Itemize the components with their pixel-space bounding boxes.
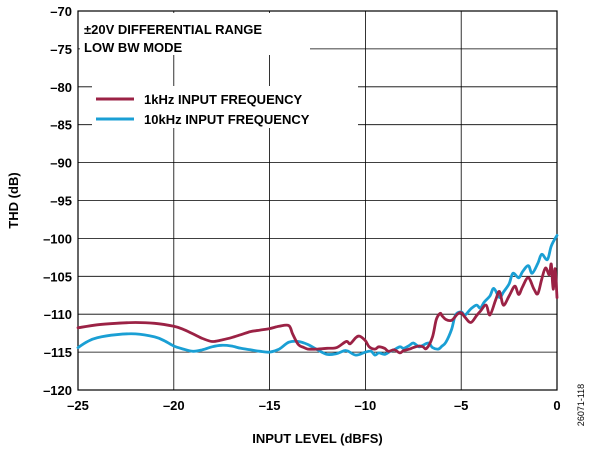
x-tick-label: 0: [553, 398, 560, 413]
y-tick-label: –70: [50, 4, 72, 19]
annotation-line-2: LOW BW MODE: [84, 40, 183, 55]
annotation-box: [80, 13, 310, 55]
x-tick-label: –20: [163, 398, 185, 413]
x-tick-label: –15: [259, 398, 281, 413]
figure-id: 26071-118: [576, 384, 586, 426]
plot-frame: [77, 10, 558, 391]
y-tick-label: –80: [50, 80, 72, 95]
series-line-10khz: [76, 234, 559, 357]
y-tick-label: –95: [50, 194, 72, 209]
y-axis-label: THD (dB): [6, 172, 21, 228]
y-tick-label: –110: [44, 307, 72, 322]
y-tick-label: –120: [43, 383, 72, 398]
y-tick-label: –85: [50, 118, 72, 133]
x-tick-label: –25: [67, 398, 89, 413]
grid-lines: [78, 11, 557, 390]
x-axis-label: INPUT LEVEL (dBFS): [252, 431, 382, 446]
y-tick-label: –75: [50, 42, 72, 57]
legend-label-10khz: 10kHz INPUT FREQUENCY: [144, 112, 310, 127]
y-tick-label: –115: [44, 345, 72, 360]
series-layer: [76, 234, 559, 357]
x-tick-label: –5: [454, 398, 468, 413]
series-line-1khz: [76, 262, 559, 355]
legend-label-1khz: 1kHz INPUT FREQUENCY: [144, 92, 303, 107]
y-tick-label: –90: [50, 156, 72, 171]
y-tick-label: –100: [43, 231, 72, 246]
x-axis-ticks: –25 –20 –15 –10 –5 0: [67, 398, 560, 413]
x-tick-label: –10: [355, 398, 377, 413]
y-axis-ticks: –70 –75 –80 –85 –90 –95 –100 –105 –110 –115 –120: [43, 4, 72, 398]
y-tick-label: –105: [43, 269, 72, 284]
legend-box: [92, 86, 358, 128]
annotation-line-1: ±20V DIFFERENTIAL RANGE: [84, 22, 262, 37]
